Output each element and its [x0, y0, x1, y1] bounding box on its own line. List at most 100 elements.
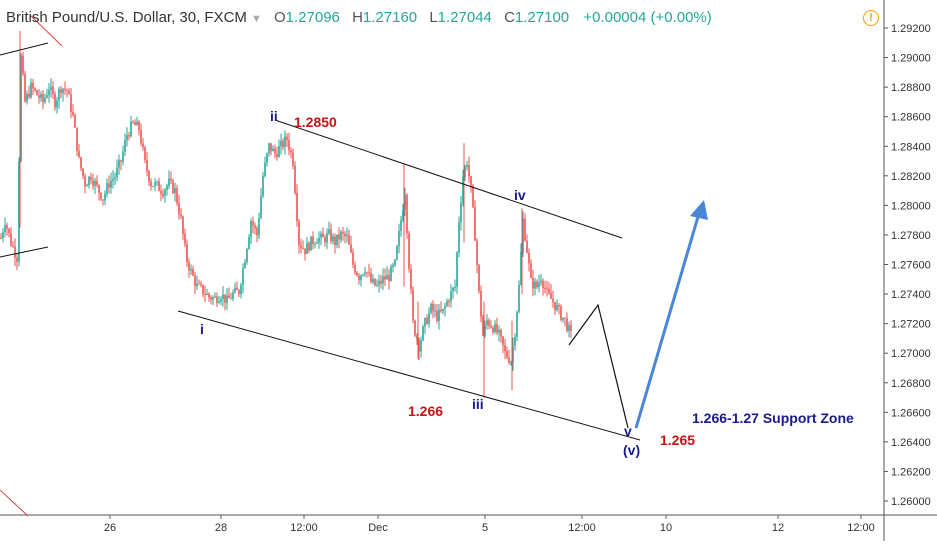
time-tick-label: 12: [772, 522, 784, 534]
candle-body: [350, 244, 352, 253]
time-tick-label: 12:00: [290, 522, 318, 534]
candle-body: [296, 192, 298, 222]
alert-clock-icon[interactable]: !: [863, 10, 879, 26]
price-tick-label: 1.27200: [891, 319, 931, 331]
candle-body: [322, 233, 324, 238]
candle-body: [366, 272, 368, 274]
candle-body: [174, 187, 176, 194]
candle-body: [486, 320, 488, 325]
candle-body: [398, 230, 400, 247]
candle-body: [220, 298, 222, 302]
candle-body: [456, 252, 458, 287]
candle-body: [90, 176, 92, 181]
candle-body: [218, 301, 220, 303]
candle-body: [428, 312, 430, 324]
candle-body: [462, 176, 464, 203]
candle-body: [526, 240, 528, 253]
candle-body: [388, 274, 390, 282]
candle-body: [190, 269, 192, 271]
candle-body: [556, 305, 558, 310]
candle-body: [132, 121, 134, 123]
candle-body: [512, 345, 514, 363]
candle-body: [538, 282, 540, 288]
candle-body: [214, 296, 216, 298]
candle-body: [154, 182, 156, 187]
candle-body: [496, 324, 498, 333]
candle-body: [498, 329, 500, 333]
candle-body: [270, 143, 272, 152]
symbol-title[interactable]: British Pound/U.S. Dollar, 30, FXCM: [6, 9, 247, 26]
candle-body: [282, 140, 284, 147]
candle-body: [286, 136, 288, 140]
price-tick-label: 1.26800: [891, 378, 931, 390]
candle-body: [72, 111, 74, 115]
low-label: L: [429, 9, 438, 26]
wave-annotation-7: (v): [623, 442, 640, 458]
candle-body: [420, 340, 422, 352]
candle-body: [206, 293, 208, 295]
open-value: 1.27096: [285, 9, 340, 26]
candle-body: [446, 301, 448, 306]
candle-body: [478, 264, 480, 292]
candle-body: [128, 135, 130, 137]
projected-wave-path: [568, 303, 629, 429]
candle-body: [502, 336, 504, 346]
candle-body: [84, 175, 86, 187]
candle-body: [430, 303, 432, 313]
candle-body: [468, 164, 470, 177]
candle-body: [248, 237, 250, 250]
candle-body: [78, 151, 80, 158]
candle-body: [384, 276, 386, 280]
candle-body: [44, 97, 46, 102]
candle-body: [390, 266, 392, 282]
candle-body: [66, 89, 68, 91]
candle-body: [258, 218, 260, 236]
candle-body: [80, 157, 82, 169]
price-tick-label: 1.26200: [891, 466, 931, 478]
candle-body: [460, 202, 462, 223]
candle-body: [404, 194, 406, 211]
candle-body: [314, 243, 316, 245]
candle-body: [10, 233, 12, 246]
candle-body: [476, 240, 478, 265]
candle-body: [346, 234, 348, 237]
candle-body: [208, 293, 210, 298]
high-label: H: [352, 9, 363, 26]
candle-body: [108, 183, 110, 188]
candle-body: [426, 318, 428, 324]
candle-body: [516, 311, 518, 337]
candle-body: [102, 199, 104, 201]
candle-body: [466, 164, 468, 167]
candle-body: [188, 262, 190, 271]
time-tick-label: 5: [482, 522, 488, 534]
high-value: 1.27160: [362, 9, 418, 26]
price-tick-label: 1.28200: [891, 171, 931, 183]
symbol-dropdown-icon[interactable]: ▼: [250, 13, 262, 25]
price-tick-label: 1.28800: [891, 82, 931, 94]
candle-body: [56, 100, 58, 108]
candle-body: [458, 222, 460, 253]
candle-body: [240, 285, 242, 295]
candle-body: [52, 86, 54, 95]
candle-body: [400, 220, 402, 231]
candle-body: [204, 294, 206, 296]
candle-body: [450, 291, 452, 302]
candle-body: [198, 283, 200, 285]
wave-annotation-1: 1.2850: [294, 114, 337, 130]
candle-body: [126, 135, 128, 141]
candle-body: [272, 148, 274, 152]
candle-body: [318, 237, 320, 243]
candle-body: [354, 264, 356, 273]
candle-body: [324, 237, 326, 243]
candle-body: [510, 362, 512, 364]
candle-body: [234, 287, 236, 293]
candle-body: [160, 190, 162, 194]
candle-body: [166, 185, 168, 190]
price-tick-label: 1.27800: [891, 230, 931, 242]
candle-body: [172, 180, 174, 194]
candle-body: [170, 178, 172, 181]
candle-body: [374, 278, 376, 286]
candle-body: [124, 140, 126, 152]
candle-body: [180, 214, 182, 217]
candle-body: [112, 178, 114, 181]
